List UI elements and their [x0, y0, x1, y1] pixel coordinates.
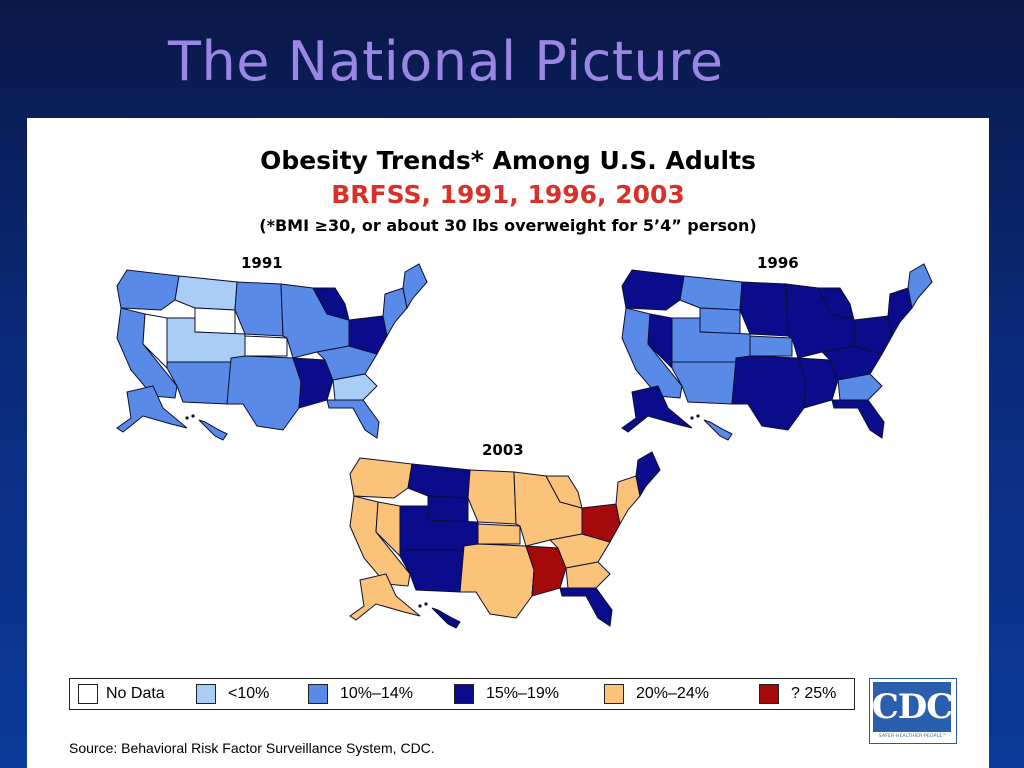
legend-item-10-14: 10%–14%	[308, 683, 413, 705]
island-dot	[690, 416, 694, 420]
region-florida	[831, 399, 885, 439]
map-label-2003: 2003	[482, 441, 524, 459]
legend-swatch	[196, 684, 216, 704]
us-map-svg	[116, 263, 428, 441]
region-southwest	[166, 361, 232, 405]
region-new-england	[402, 263, 428, 310]
legend-swatch	[604, 684, 624, 704]
us-map-1996	[592, 258, 937, 443]
legend-item-20-24: 20%–24%	[604, 683, 709, 705]
region-kansas	[477, 523, 521, 545]
region-great-lakes-mi	[545, 475, 583, 509]
region-georgia-sc	[332, 373, 378, 401]
region-great-lakes-mi	[312, 287, 350, 321]
region-hawaii	[431, 607, 461, 629]
island-dot	[418, 604, 422, 608]
region-appalachia	[581, 503, 621, 543]
region-appalachia	[348, 315, 388, 355]
slide-title: The National Picture	[168, 30, 724, 93]
legend-label: 10%–14%	[340, 685, 413, 702]
region-wyoming	[699, 307, 741, 335]
content-panel: Obesity Trends* Among U.S. Adults BRFSS,…	[27, 118, 989, 768]
island-dot	[696, 414, 700, 418]
legend-item-lt10: <10%	[196, 683, 269, 705]
source-note: Source: Behavioral Risk Factor Surveilla…	[69, 740, 435, 756]
region-kansas	[749, 335, 793, 357]
chart-heading: Obesity Trends* Among U.S. Adults	[260, 146, 756, 175]
cdc-logo-tagline: SAFER·HEALTHIER·PEOPLE™	[878, 734, 948, 739]
us-map-svg	[621, 263, 933, 441]
legend-item-15-19: 15%–19%	[454, 683, 559, 705]
legend-swatch	[759, 684, 779, 704]
region-plains-north	[467, 469, 517, 525]
region-wyoming	[194, 307, 236, 335]
legend-label: 20%–24%	[636, 685, 709, 702]
region-kansas	[244, 335, 288, 357]
region-alaska	[621, 385, 693, 433]
legend-label: No Data	[106, 685, 165, 702]
us-map-svg	[349, 451, 661, 629]
legend-item-no-data: No Data	[78, 683, 165, 705]
region-pacific-nw	[621, 269, 685, 311]
region-florida	[559, 587, 613, 627]
island-dot	[191, 414, 195, 418]
region-plains-north	[234, 281, 284, 337]
region-texas-ok	[459, 543, 535, 619]
region-southwest	[399, 549, 465, 593]
bmi-note: (*BMI ≥30, or about 30 lbs overweight fo…	[259, 216, 757, 235]
legend-label: 15%–19%	[486, 685, 559, 702]
region-georgia-sc	[837, 373, 883, 401]
legend-swatch	[308, 684, 328, 704]
legend-item-gte25: ? 25%	[759, 683, 836, 705]
region-northeast	[615, 475, 641, 526]
legend-label: <10%	[228, 685, 270, 702]
chart-subheading: BRFSS, 1991, 1996, 2003	[331, 180, 685, 209]
region-alaska	[349, 573, 421, 621]
region-texas-ok	[731, 355, 807, 431]
region-plains-north	[739, 281, 789, 337]
region-texas-ok	[226, 355, 302, 431]
region-northeast	[887, 287, 913, 338]
us-map-2003	[320, 446, 665, 631]
region-northeast	[382, 287, 408, 338]
cdc-logo: CDC SAFER·HEALTHIER·PEOPLE™	[869, 678, 957, 744]
region-mountain-north	[407, 463, 471, 499]
map-label-1991: 1991	[241, 254, 283, 272]
region-new-england	[907, 263, 933, 310]
region-mountain-north	[174, 275, 238, 311]
legend-swatch	[78, 684, 98, 704]
island-dot	[424, 602, 428, 606]
legend: No Data <10% 10%–14% 15%–19% 20%–24% ? 2…	[69, 678, 855, 710]
region-pacific-nw	[349, 457, 413, 499]
region-wyoming	[427, 495, 469, 523]
island-dot	[185, 416, 189, 420]
legend-swatch	[454, 684, 474, 704]
cdc-logo-text: CDC	[871, 687, 954, 727]
region-new-england	[635, 451, 661, 498]
cdc-logo-box: CDC	[871, 682, 954, 732]
region-alaska	[116, 385, 188, 433]
region-mountain-north	[679, 275, 743, 311]
map-label-1996: 1996	[757, 254, 799, 272]
region-georgia-sc	[565, 561, 611, 589]
region-southwest	[671, 361, 737, 405]
us-map-1991	[87, 258, 432, 443]
region-appalachia	[853, 315, 893, 355]
legend-label: ? 25%	[791, 685, 837, 702]
region-florida	[326, 399, 380, 439]
region-hawaii	[703, 419, 733, 441]
region-pacific-nw	[116, 269, 180, 311]
region-hawaii	[198, 419, 228, 441]
region-great-lakes-mi	[817, 287, 855, 321]
